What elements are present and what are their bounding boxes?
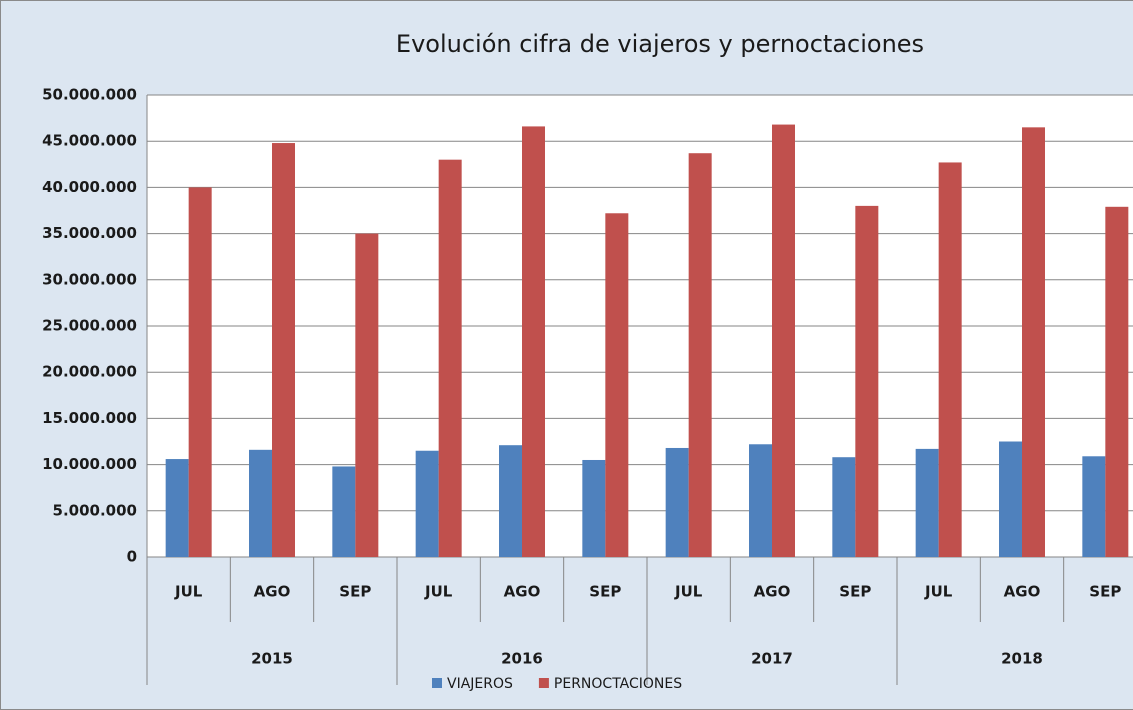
bar: [188, 187, 212, 557]
x-tick-label: JUL: [174, 583, 203, 601]
x-tick-label: JUL: [924, 583, 953, 601]
x-tick-label: JUL: [674, 583, 703, 601]
y-tick-label: 5.000.000: [53, 501, 137, 519]
x-tick-label: SEP: [339, 583, 371, 601]
bar: [438, 159, 462, 557]
x-tick-label: AGO: [754, 583, 791, 601]
bar: [1105, 206, 1129, 557]
legend-label: PERNOCTACIONES: [554, 676, 682, 692]
bar: [605, 213, 629, 557]
y-tick-label: 15.000.000: [42, 409, 137, 427]
legend-swatch: [538, 678, 549, 688]
x-tick-label: AGO: [254, 583, 291, 601]
bar: [355, 233, 379, 557]
bar: [332, 466, 356, 557]
bar: [582, 459, 606, 557]
bar: [688, 153, 712, 557]
x-group-label: 2018: [1001, 650, 1043, 668]
bar: [832, 457, 856, 557]
y-tick-label: 20.000.000: [42, 363, 137, 381]
y-tick-label: 45.000.000: [42, 132, 137, 150]
bar: [1082, 456, 1106, 557]
legend-swatch: [432, 678, 442, 688]
y-tick-label: 25.000.000: [42, 317, 137, 335]
legend-label: VIAJEROS: [447, 676, 513, 692]
bar: [665, 447, 689, 557]
x-tick-label: JUL: [424, 583, 453, 601]
bar: [772, 124, 795, 558]
bar: [999, 441, 1022, 557]
y-tick-label: 35.000.000: [42, 224, 137, 242]
bar: [749, 444, 772, 557]
chart-title: Evolución cifra de viajeros y pernoctaci…: [396, 30, 924, 58]
bar: [522, 126, 545, 557]
x-tick-label: SEP: [1089, 583, 1121, 601]
y-tick-label: 50.000.000: [42, 86, 137, 104]
x-tick-label: AGO: [1004, 583, 1041, 601]
bar: [272, 143, 295, 557]
y-tick-label: 0: [127, 548, 137, 566]
x-group-label: 2017: [751, 650, 793, 668]
y-tick-label: 40.000.000: [42, 178, 137, 196]
x-group-label: 2016: [501, 650, 543, 668]
x-tick-label: SEP: [589, 583, 621, 601]
bar: [249, 449, 272, 557]
bar: [165, 459, 189, 557]
bar: [915, 448, 939, 557]
bar: [415, 450, 439, 557]
bar: [1022, 127, 1045, 557]
bar: [855, 205, 879, 557]
x-tick-label: AGO: [504, 583, 541, 601]
y-tick-label: 10.000.000: [42, 455, 137, 473]
bar: [499, 445, 522, 557]
bar: [938, 162, 962, 557]
y-tick-label: 30.000.000: [42, 270, 137, 288]
x-group-label: 2015: [251, 650, 293, 668]
x-tick-label: SEP: [839, 583, 871, 601]
